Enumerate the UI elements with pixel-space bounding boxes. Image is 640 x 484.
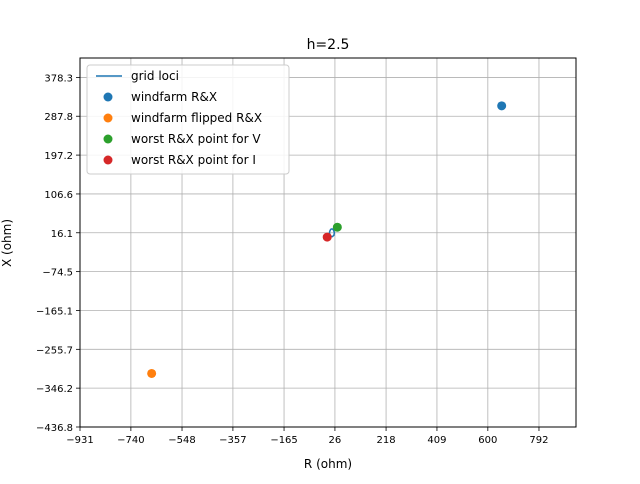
x-tick-label: −165 bbox=[270, 435, 297, 446]
series-layer bbox=[147, 101, 507, 378]
legend-label: windfarm flipped R&X bbox=[131, 111, 262, 125]
x-tick-label: −548 bbox=[168, 435, 195, 446]
y-tick-label: −74.5 bbox=[42, 268, 73, 279]
scatter-point bbox=[332, 222, 342, 232]
legend-marker-swatch bbox=[103, 92, 113, 102]
legend-marker-swatch bbox=[103, 155, 113, 165]
y-tick-label: −255.7 bbox=[36, 345, 73, 356]
x-tick-label: 600 bbox=[478, 435, 497, 446]
axes-frame bbox=[79, 57, 577, 428]
x-tick-label: 218 bbox=[377, 435, 396, 446]
y-tick-label: 378.3 bbox=[44, 73, 73, 84]
x-tick-label: −931 bbox=[66, 435, 93, 446]
legend: grid loci windfarm R&X windfarm flipped R&… bbox=[86, 64, 290, 175]
ticks: −931 −740 −548 −357 −165 26 218 409 600 792 −436.8… bbox=[36, 73, 549, 446]
legend-label: windfarm R&X bbox=[131, 90, 217, 104]
scatter-point bbox=[497, 101, 507, 111]
scatter-point bbox=[322, 232, 332, 242]
y-tick-label: −165.1 bbox=[36, 306, 73, 317]
x-tick-label: 792 bbox=[529, 435, 548, 446]
legend-marker-swatch bbox=[103, 134, 113, 144]
legend-label: worst R&X point for V bbox=[131, 132, 261, 146]
x-tick-label: 409 bbox=[427, 435, 446, 446]
y-tick-label: 16.1 bbox=[51, 229, 73, 240]
y-tick-label: 287.8 bbox=[44, 112, 73, 123]
y-tick-label: 106.6 bbox=[44, 190, 73, 201]
x-tick-label: −357 bbox=[219, 435, 246, 446]
y-axis-label: X (ohm) bbox=[0, 219, 14, 267]
scatter-point bbox=[147, 368, 157, 378]
y-tick-label: −436.8 bbox=[36, 423, 73, 434]
y-tick-label: −346.2 bbox=[36, 384, 73, 395]
legend-box bbox=[86, 64, 290, 175]
x-tick-label: −740 bbox=[117, 435, 144, 446]
legend-label: worst R&X point for I bbox=[131, 153, 256, 167]
legend-marker-swatch bbox=[103, 113, 113, 123]
x-axis-label: R (ohm) bbox=[304, 457, 352, 471]
legend-label: grid loci bbox=[131, 69, 179, 83]
y-tick-label: 197.2 bbox=[44, 151, 73, 162]
x-tick-label: 26 bbox=[329, 435, 342, 446]
chart-title: h=2.5 bbox=[307, 37, 350, 53]
